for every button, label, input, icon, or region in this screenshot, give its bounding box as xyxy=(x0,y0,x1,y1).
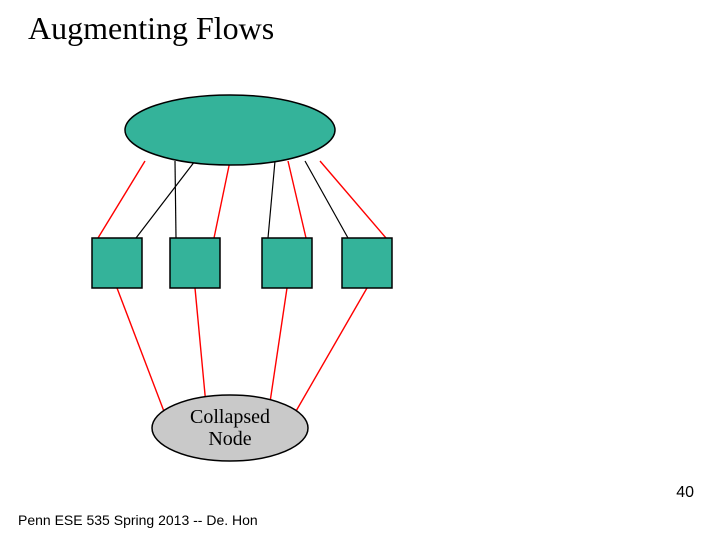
footer-text: Penn ESE 535 Spring 2013 -- De. Hon xyxy=(18,512,258,528)
collapsed-line1: Collapsed xyxy=(190,406,270,428)
collapsed-line2: Node xyxy=(208,428,251,450)
page-number: 40 xyxy=(676,484,694,502)
collapsed-node-label: Collapsed Node xyxy=(184,406,276,450)
flow-diagram xyxy=(0,0,720,540)
